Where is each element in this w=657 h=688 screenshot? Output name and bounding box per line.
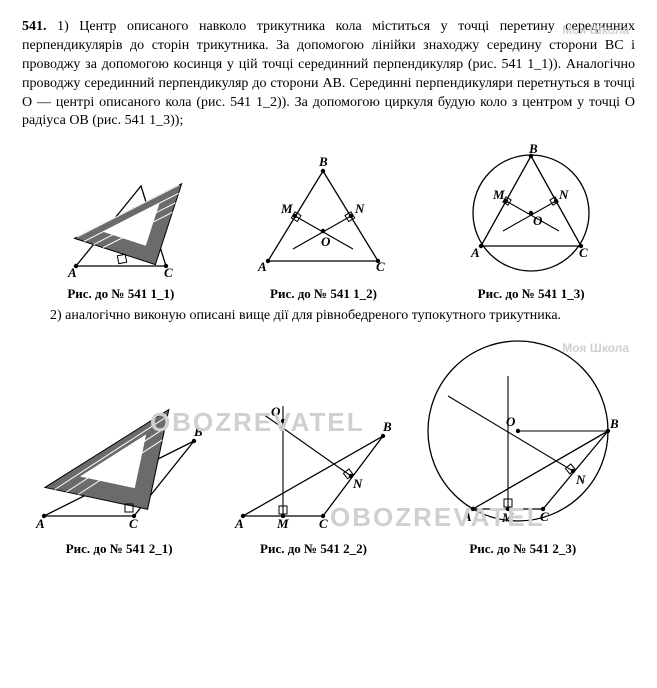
figure-1-1: A C Рис. до № 541 1_1)	[46, 151, 196, 303]
svg-text:O: O	[321, 234, 331, 249]
svg-text:C: C	[164, 265, 173, 280]
part2-text: аналогічно виконую описані вище дії для …	[65, 308, 561, 323]
figure-row-1: A C Рис. до № 541 1_1) A C B M N O Рис. …	[22, 141, 635, 303]
svg-text:C: C	[540, 509, 549, 524]
svg-text:O: O	[271, 404, 281, 419]
svg-text:C: C	[319, 516, 328, 531]
part2-para: 2) аналогічно виконую описані вище дії д…	[22, 307, 635, 326]
svg-text:B: B	[609, 416, 619, 431]
figure-1-3: A C B M N O Рис. до № 541 1_3)	[451, 141, 611, 303]
figure-1-2: A C B M N O Рис. до № 541 1_2)	[243, 151, 403, 303]
figure-caption: Рис. до № 541 2_3)	[469, 541, 576, 556]
figure-caption: Рис. до № 541 1_3)	[478, 286, 585, 301]
figure-caption: Рис. до № 541 2_2)	[260, 541, 367, 556]
svg-text:N: N	[575, 472, 586, 487]
svg-text:O: O	[533, 213, 543, 228]
svg-text:B: B	[193, 424, 203, 439]
svg-text:M: M	[280, 201, 293, 216]
figure-caption: Рис. до № 541 2_1)	[66, 541, 173, 556]
figure-2-3: A C B M N O Рис. до № 541 2_3)	[418, 336, 628, 558]
part1-text: Центр описаного навколо трикутника кола …	[22, 19, 635, 128]
svg-text:M: M	[276, 516, 289, 531]
svg-text:A: A	[67, 265, 77, 280]
svg-text:N: N	[354, 201, 365, 216]
svg-text:N: N	[352, 476, 363, 491]
svg-text:A: A	[470, 245, 480, 260]
figure-2-2: A C B M N O Рис. до № 541 2_2)	[223, 376, 403, 558]
svg-text:A: A	[234, 516, 244, 531]
svg-text:O: O	[506, 414, 516, 429]
svg-text:A: A	[462, 509, 472, 524]
figure-caption: Рис. до № 541 1_1)	[67, 286, 174, 301]
svg-text:M: M	[501, 510, 514, 525]
svg-text:B: B	[382, 419, 392, 434]
svg-text:C: C	[579, 245, 588, 260]
svg-text:B: B	[528, 141, 538, 156]
figure-2-1: A C B Рис. до № 541 2_1)	[29, 386, 209, 558]
svg-text:C: C	[129, 516, 138, 531]
svg-text:A: A	[35, 516, 45, 531]
figure-caption: Рис. до № 541 1_2)	[270, 286, 377, 301]
svg-text:A: A	[257, 259, 267, 274]
problem-number: 541.	[22, 19, 47, 34]
part2-label: 2)	[50, 308, 62, 323]
part1-label: 1)	[57, 19, 69, 34]
figure-row-2: A C B Рис. до № 541 2_1) A C B M N O	[22, 336, 635, 558]
svg-text:N: N	[558, 187, 569, 202]
svg-text:M: M	[492, 187, 505, 202]
svg-text:C: C	[376, 259, 385, 274]
solution-text: 541. 1) Центр описаного навколо трикутни…	[22, 18, 635, 131]
svg-text:B: B	[318, 154, 328, 169]
